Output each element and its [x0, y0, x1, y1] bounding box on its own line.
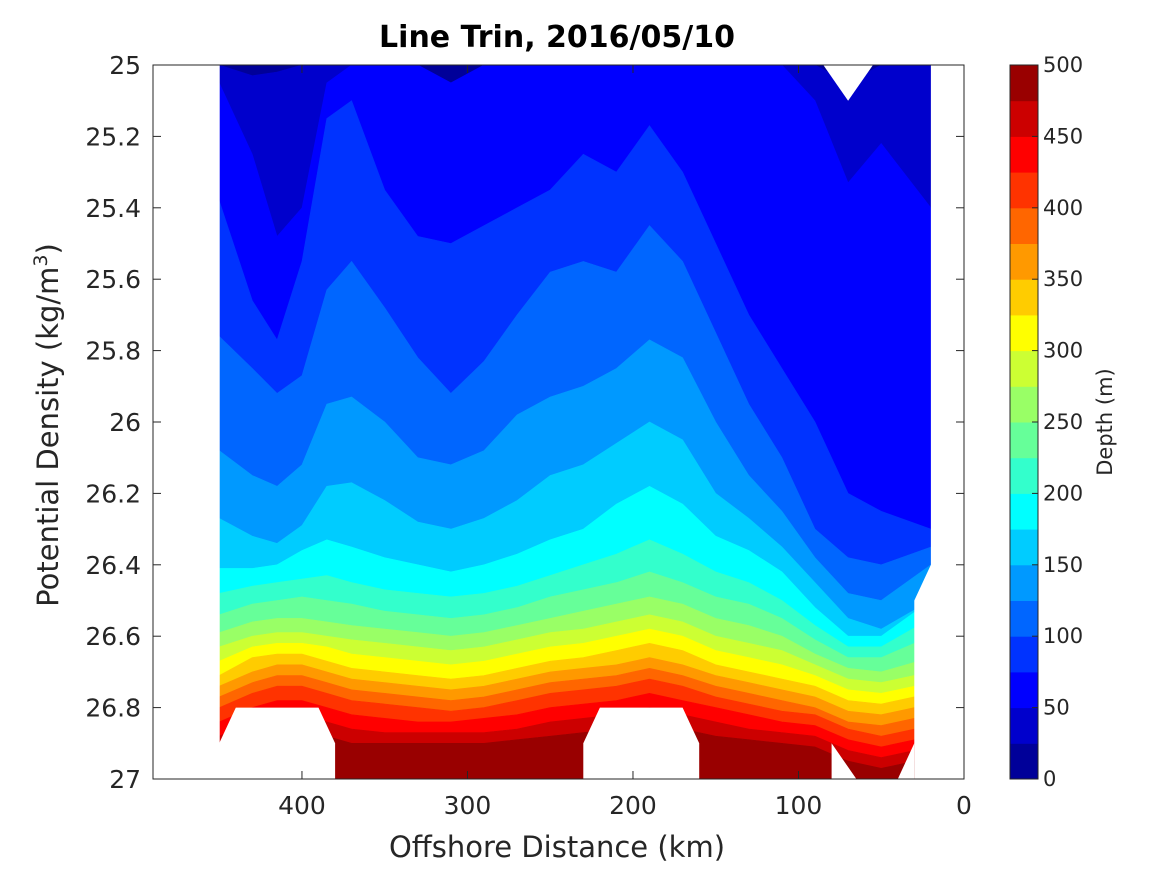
- y-axis-label-main: Potential Density (kg/m: [31, 267, 65, 607]
- colorbar-swatch: [1010, 529, 1038, 566]
- colorbar-swatch: [1010, 743, 1038, 780]
- colorbar-swatch: [1010, 350, 1038, 387]
- contour-plot-area: 400 300 200 100 0 25 25.2 25.4 25.6 25.8 26 26.2 26…: [85, 51, 972, 820]
- colorbar-tick-label: 150: [1043, 553, 1083, 577]
- contour-bands: [218, 65, 932, 779]
- y-axis-ticks: 25 25.2 25.4 25.6 25.8 26 26.2 26.4 26.6 26.8 27: [85, 51, 964, 794]
- colorbar-swatch: [1010, 600, 1038, 637]
- colorbar-swatch: [1010, 636, 1038, 673]
- colorbar-swatch: [1010, 136, 1038, 173]
- colorbar-swatch: [1010, 279, 1038, 316]
- colorbar-tick-label: 450: [1043, 124, 1083, 148]
- colorbar-swatch: [1010, 493, 1038, 530]
- colorbar-swatch: [1010, 422, 1038, 459]
- masked-region-left: [153, 65, 220, 779]
- colorbar-swatch: [1010, 671, 1038, 709]
- x-tick-label: 100: [775, 791, 823, 820]
- colorbar-swatch: [1010, 243, 1038, 280]
- y-tick-label: 25.4: [85, 194, 141, 223]
- y-tick-label: 25.2: [85, 122, 141, 151]
- colorbar-swatch: [1010, 564, 1038, 601]
- masked-region-bottom-gap-2: [583, 707, 700, 779]
- colorbar-swatch: [1010, 386, 1038, 423]
- x-axis-label: Offshore Distance (km): [389, 830, 725, 864]
- masked-region-bottom-gap-3: [831, 743, 915, 779]
- masked-region-bottom-gap-1: [219, 707, 336, 779]
- colorbar-swatch: [1010, 457, 1038, 494]
- x-tick-label: 400: [278, 791, 326, 820]
- colorbar-swatches: [1010, 65, 1038, 780]
- chart-title: Line Trin, 2016/05/10: [379, 20, 735, 55]
- y-tick-label: 26: [109, 408, 141, 437]
- y-tick-label: 26.4: [85, 551, 141, 580]
- y-tick-label: 25.8: [85, 337, 141, 366]
- x-tick-label: 0: [956, 791, 972, 820]
- colorbar-label: Depth (m): [1093, 368, 1117, 475]
- colorbar-tick-label: 200: [1043, 481, 1083, 505]
- colorbar-tick-label: 500: [1043, 53, 1083, 77]
- colorbar-tick-label: 100: [1043, 624, 1083, 648]
- colorbar-swatch: [1010, 172, 1038, 209]
- y-tick-label: 25.6: [85, 265, 141, 294]
- colorbar-swatch: [1010, 314, 1038, 352]
- y-axis-label-superscript: 3: [30, 254, 52, 266]
- masked-regions: [153, 65, 964, 779]
- y-tick-label: 26.6: [85, 622, 141, 651]
- y-tick-label: 26.2: [85, 479, 141, 508]
- y-axis-label-close: ): [31, 243, 65, 254]
- masked-region-top-right-notch: [823, 65, 873, 101]
- colorbar: 0 50 100 150 200 250 300 350 400 450 500 Depth (m): [1009, 53, 1117, 791]
- colorbar-tick-label: 350: [1043, 267, 1083, 291]
- y-axis-label: Potential Density (kg/m3): [30, 243, 65, 607]
- colorbar-tick-label: 400: [1043, 196, 1083, 220]
- colorbar-tick-label: 300: [1043, 339, 1083, 363]
- colorbar-tick-label: 0: [1043, 767, 1056, 791]
- masked-region-right-gap: [914, 65, 964, 779]
- colorbar-swatch: [1010, 100, 1038, 137]
- x-tick-label: 300: [444, 791, 492, 820]
- colorbar-swatch: [1010, 65, 1038, 102]
- colorbar-ticks: 0 50 100 150 200 250 300 350 400 450 500: [1032, 53, 1083, 791]
- colorbar-swatch: [1010, 707, 1038, 744]
- y-tick-label: 27: [109, 765, 141, 794]
- colorbar-tick-label: 250: [1043, 410, 1083, 434]
- x-axis-ticks: 400 300 200 100 0: [278, 65, 972, 820]
- y-tick-label: 25: [109, 51, 141, 80]
- x-tick-label: 200: [609, 791, 657, 820]
- y-tick-label: 26.8: [85, 694, 141, 723]
- colorbar-tick-label: 50: [1043, 696, 1070, 720]
- contour-band-475m: [218, 721, 932, 779]
- colorbar-swatch: [1010, 207, 1038, 244]
